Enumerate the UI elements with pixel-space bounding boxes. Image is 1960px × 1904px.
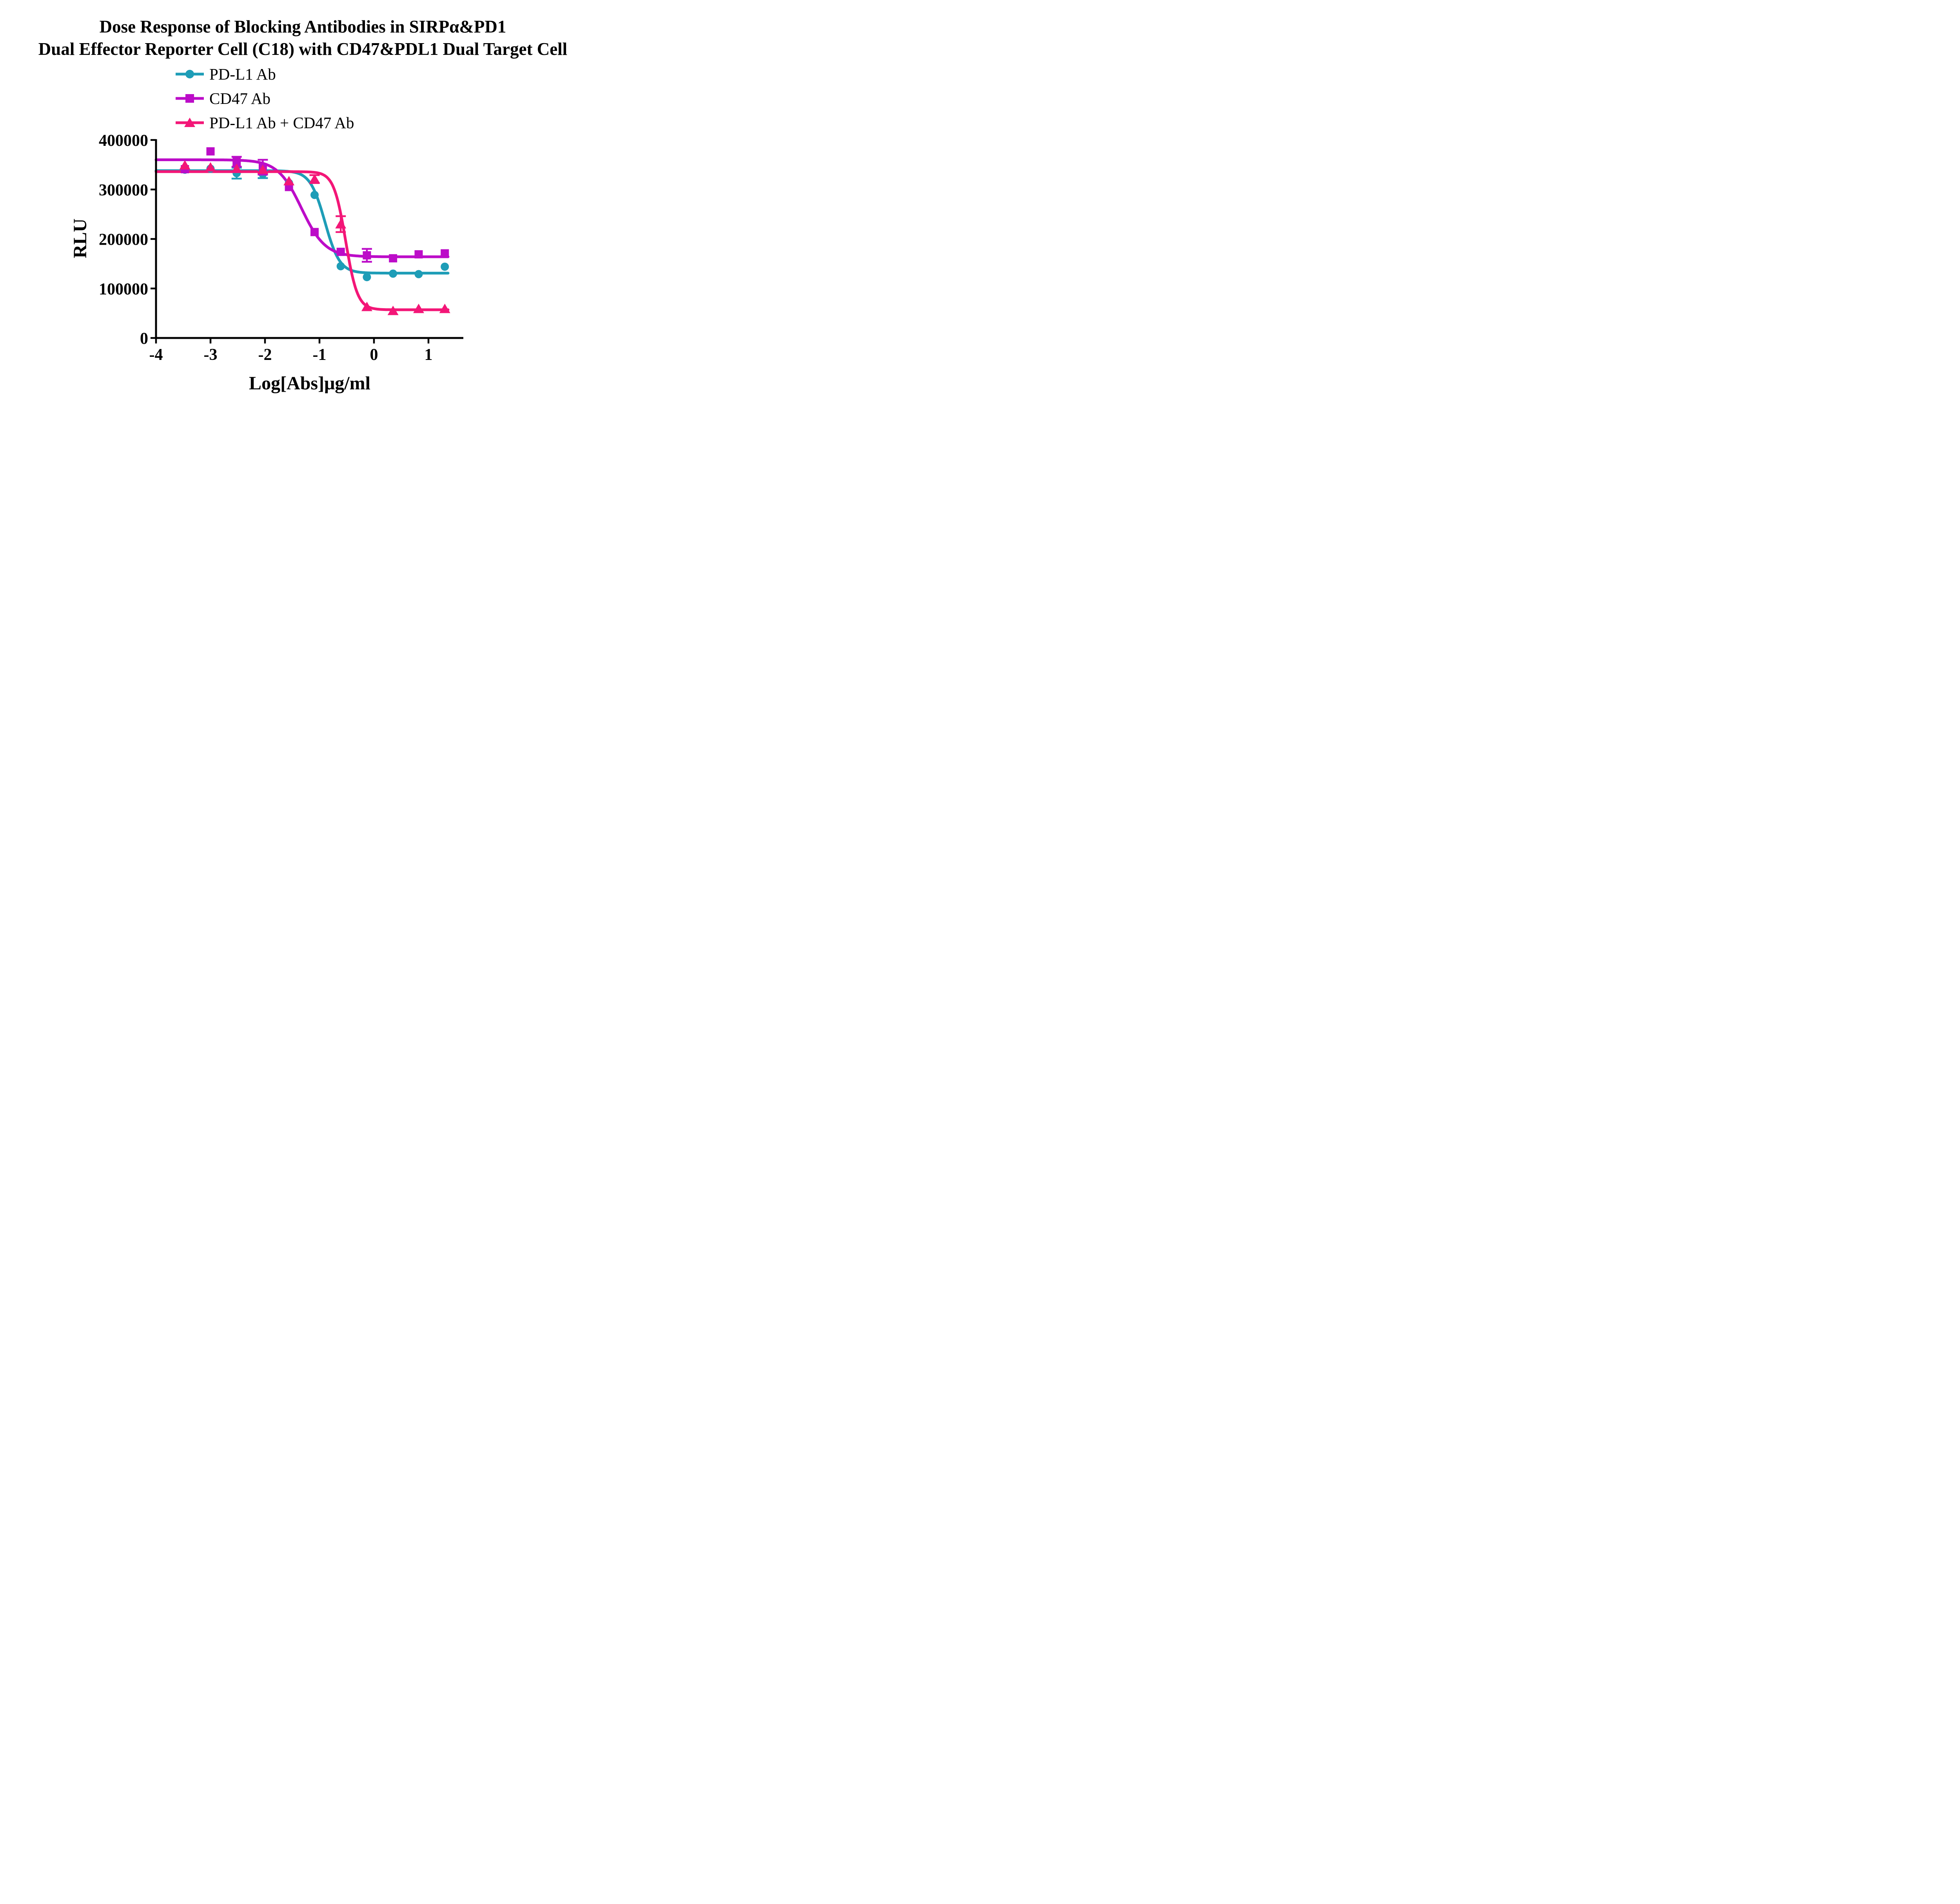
data-point-circle: [414, 270, 423, 278]
data-point-square: [336, 247, 345, 256]
x-tick-label: -3: [204, 346, 218, 364]
data-point-triangle: [309, 174, 320, 183]
x-tick-label: 0: [370, 346, 378, 364]
triangle-marker-icon: [184, 118, 195, 127]
x-tick-label: -2: [258, 346, 272, 364]
legend: PD-L1 Ab CD47 Ab PD-L1 Ab + CD47 Ab: [175, 62, 354, 135]
series-curve-2: [154, 170, 450, 311]
y-axis-title: RLU: [70, 218, 91, 258]
data-point-circle: [363, 273, 371, 282]
data-point-square: [389, 254, 397, 263]
data-point-triangle: [387, 305, 399, 315]
dose-response-chart: 0 100000 200000 300000 400000 -4 -3 -2 -1 0 1 Dose…: [0, 0, 606, 405]
data-point-circle: [310, 191, 319, 199]
legend-item-combo: PD-L1 Ab + CD47 Ab: [175, 111, 354, 135]
circle-marker-icon: [185, 70, 194, 78]
plot-area: 0 100000 200000 300000 400000 -4 -3 -2 -1 0 1: [99, 132, 463, 364]
legend-marker-triangle-icon: [176, 118, 204, 127]
data-point-square: [363, 251, 371, 260]
data-point-circle: [441, 262, 449, 271]
x-axis-title: Log[Abs]μg/ml: [249, 373, 370, 394]
data-point-circle: [389, 269, 397, 278]
legend-label: PD-L1 Ab: [209, 65, 276, 83]
legend-marker-circle-icon: [176, 70, 204, 78]
data-point-triangle: [413, 303, 424, 313]
data-point-circle: [336, 262, 345, 271]
data-point-square: [232, 158, 241, 166]
y-tick-label: 300000: [99, 181, 148, 199]
y-tick-label: 200000: [99, 231, 148, 249]
data-point-triangle: [231, 164, 242, 173]
square-marker-icon: [185, 94, 194, 103]
data-point-triangle: [335, 219, 347, 229]
x-tick-label: 1: [425, 346, 433, 364]
data-point-square: [206, 147, 215, 156]
data-point-triangle: [179, 160, 191, 170]
data-point-triangle: [205, 162, 216, 172]
chart-title: Dose Response of Blocking Antibodies in …: [0, 16, 606, 60]
data-point-square: [441, 249, 449, 258]
data-point-triangle: [257, 164, 269, 174]
legend-label: CD47 Ab: [209, 89, 271, 107]
data-point-square: [310, 228, 319, 236]
legend-item-cd47: CD47 Ab: [175, 86, 354, 111]
y-tick-label: 400000: [99, 132, 148, 150]
x-tick-label: -4: [149, 346, 163, 364]
legend-item-pdl1: PD-L1 Ab: [175, 62, 354, 86]
data-point-triangle: [439, 303, 450, 313]
chart-title-line1: Dose Response of Blocking Antibodies in …: [99, 17, 506, 36]
chart-title-line2: Dual Effector Reporter Cell (C18) with C…: [38, 39, 568, 59]
data-point-triangle: [361, 302, 372, 311]
legend-marker-square-icon: [176, 94, 204, 103]
data-point-square: [414, 250, 423, 259]
data-point-triangle: [283, 176, 295, 185]
y-tick-label: 0: [140, 330, 148, 348]
y-tick-label: 100000: [99, 280, 148, 298]
series-curve-1: [154, 158, 450, 258]
legend-label: PD-L1 Ab + CD47 Ab: [209, 114, 354, 132]
x-tick-label: -1: [313, 346, 327, 364]
